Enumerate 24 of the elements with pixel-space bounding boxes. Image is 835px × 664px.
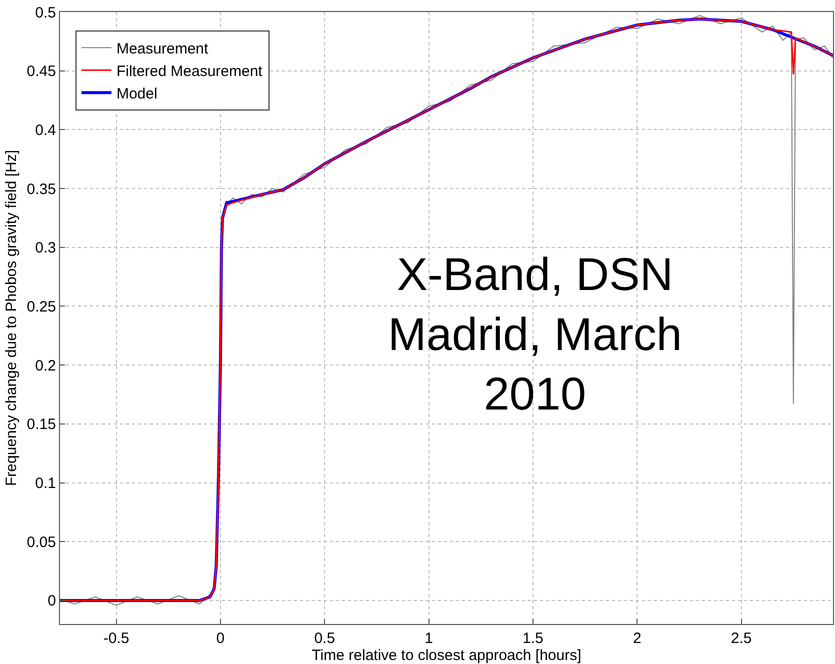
y-tick-label: 0.1 (35, 475, 56, 492)
x-axis-title: Time relative to closest approach [hours] (312, 647, 582, 664)
y-tick-label: 0.25 (26, 298, 56, 316)
legend-label: Model (116, 85, 158, 102)
y-tick-label: 0.2 (35, 357, 56, 374)
y-tick-label: 0.4 (35, 122, 56, 139)
x-tick-label: 2 (632, 630, 642, 647)
y-tick-label: 0.35 (26, 180, 56, 198)
y-axis-title: Frequency change due to Phobos gravity field [Hz] (3, 150, 20, 486)
x-tick-label: -0.5 (103, 630, 130, 647)
x-tick-label: 0 (216, 630, 225, 647)
annotation: X-Band, DSN Madrid, March 2010 (388, 248, 682, 420)
y-tick-label: 0.15 (26, 416, 56, 434)
legend-label: Measurement (116, 40, 209, 58)
x-tick-label: 2.5 (730, 630, 752, 647)
x-tick-label: 1.5 (522, 630, 544, 647)
x-tick-label: 1 (424, 630, 433, 647)
y-tick-label: 0.3 (35, 240, 56, 257)
legend-label: Filtered Measurement (116, 62, 264, 80)
x-tick-label: 0.5 (314, 630, 336, 647)
y-tick-label: 0 (48, 592, 56, 610)
y-tick-label: 0.5 (35, 4, 56, 22)
y-tick-label: 0.05 (26, 534, 56, 551)
y-tick-label: 0.45 (26, 63, 56, 80)
